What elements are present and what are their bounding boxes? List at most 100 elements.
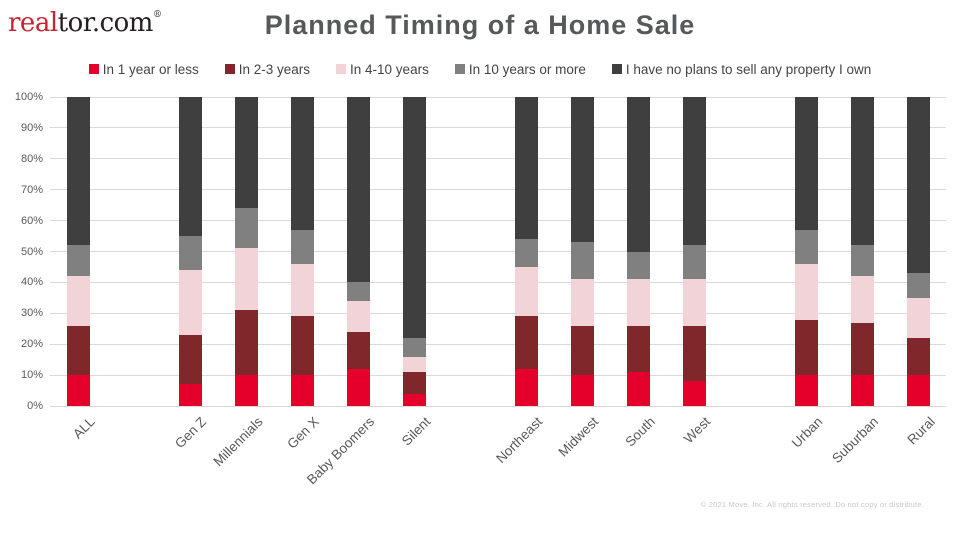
bar-segment xyxy=(178,334,202,385)
bar-segment xyxy=(234,375,258,406)
bar-segment xyxy=(850,322,874,376)
x-tick-label: Suburban xyxy=(829,414,882,467)
bar-segment xyxy=(794,263,818,320)
bar-segment xyxy=(682,279,706,326)
logo-text-real: real xyxy=(8,8,58,38)
bar-segment xyxy=(570,242,594,280)
x-tick-label: Gen Z xyxy=(172,414,210,452)
bar-segment xyxy=(682,381,706,406)
stacked-bar-urban xyxy=(794,97,818,406)
bar-segment xyxy=(178,97,202,237)
bar-segment xyxy=(290,229,314,264)
bar-segment xyxy=(66,245,90,277)
bar-segment xyxy=(626,251,650,280)
x-tick-label: West xyxy=(681,414,714,447)
bar-segment xyxy=(402,97,426,339)
legend-item: In 2-3 years xyxy=(224,61,311,77)
y-tick-label: 70% xyxy=(20,183,43,196)
bar-segment xyxy=(346,282,370,301)
gridline xyxy=(50,312,946,314)
bar-segment xyxy=(626,372,650,406)
y-tick-label: 0% xyxy=(27,400,43,412)
x-tick-label: Silent xyxy=(399,414,434,449)
x-tick-label: Rural xyxy=(904,414,938,448)
bar-segment xyxy=(402,372,426,394)
x-tick-label: ALL xyxy=(70,414,98,442)
chart-title: Planned Timing of a Home Sale xyxy=(264,10,696,40)
bar-segment xyxy=(570,325,594,376)
legend-label: I have no plans to sell any property I o… xyxy=(625,61,872,77)
bar-segment xyxy=(66,276,90,326)
bar-segment xyxy=(346,368,370,406)
bar-segment xyxy=(178,384,202,406)
bar-segment xyxy=(794,319,818,376)
chart-plot: 0% 10% 20% 30% 40% 50% 60% 70% 80% 90% 100% ALL Gen … xyxy=(15,91,946,487)
gridline xyxy=(50,96,946,98)
bar-segment xyxy=(346,97,370,283)
stacked-bar-baby-boomers xyxy=(346,97,370,406)
bar-segment xyxy=(514,239,538,267)
legend-item: In 4-10 years xyxy=(336,62,429,77)
stacked-bar-west xyxy=(682,97,706,406)
bar-segment xyxy=(906,297,930,339)
logo-text-torcom: tor.com xyxy=(57,8,154,38)
bar-segment xyxy=(514,368,538,406)
registered-mark: ® xyxy=(152,10,162,20)
stacked-bar-gen-x xyxy=(290,97,314,406)
chart-legend: In 1 year or less In 2-3 years In 4-10 yea… xyxy=(0,59,960,79)
legend-swatch-icon xyxy=(224,64,235,74)
legend-swatch-icon xyxy=(336,64,347,74)
stacked-bar-south xyxy=(626,97,650,406)
stacked-bar-rural xyxy=(906,97,930,406)
gridline xyxy=(50,374,946,376)
y-tick-label: 50% xyxy=(20,245,43,258)
bar-segment xyxy=(850,245,874,277)
bar-segment xyxy=(514,316,538,369)
bar-segment xyxy=(234,248,258,311)
y-tick-label: 30% xyxy=(20,307,43,320)
x-tick-label: South xyxy=(622,414,658,450)
stacked-bar-suburban xyxy=(850,97,874,406)
stacked-bar-silent xyxy=(402,97,426,406)
bar-segment xyxy=(178,236,202,271)
stacked-bar-midwest xyxy=(570,97,594,406)
legend-label: In 10 years or more xyxy=(468,61,586,77)
legend-swatch-icon xyxy=(88,64,99,74)
bar-segment xyxy=(178,270,202,335)
bar-segment xyxy=(66,97,90,246)
y-tick-label: 90% xyxy=(20,121,43,134)
bar-segment xyxy=(346,300,370,332)
y-tick-label: 60% xyxy=(20,214,43,227)
legend-item: In 1 year or less xyxy=(88,62,199,77)
bar-segment xyxy=(906,375,930,406)
bar-segment xyxy=(234,97,258,209)
bar-segment xyxy=(626,97,650,252)
bar-segment xyxy=(682,245,706,280)
realtor-logo: realtor.com® xyxy=(8,8,162,38)
bar-segment xyxy=(794,229,818,264)
y-tick-label: 80% xyxy=(20,152,43,165)
legend-label: In 2-3 years xyxy=(238,61,311,77)
bar-segment xyxy=(346,331,370,369)
bar-segment xyxy=(626,279,650,326)
bar-segment xyxy=(570,97,594,243)
bar-segment xyxy=(234,208,258,249)
bar-segment xyxy=(682,97,706,246)
legend-swatch-icon xyxy=(611,64,622,74)
bar-segment xyxy=(850,375,874,406)
gridline xyxy=(50,127,946,129)
bar-segment xyxy=(794,97,818,230)
stacked-bar-northeast xyxy=(514,97,538,406)
y-tick-label: 20% xyxy=(20,338,43,351)
stacked-bar-gen-z xyxy=(178,97,202,406)
gridline xyxy=(50,220,946,222)
bar-segment xyxy=(850,97,874,246)
bar-segment xyxy=(906,338,930,376)
bar-segment xyxy=(402,393,426,406)
legend-item: In 10 years or more xyxy=(454,61,586,77)
bar-segment xyxy=(850,276,874,323)
y-tick-label: 10% xyxy=(20,369,43,382)
bar-segment xyxy=(570,375,594,406)
bar-segment xyxy=(794,375,818,406)
gridline xyxy=(50,189,946,191)
